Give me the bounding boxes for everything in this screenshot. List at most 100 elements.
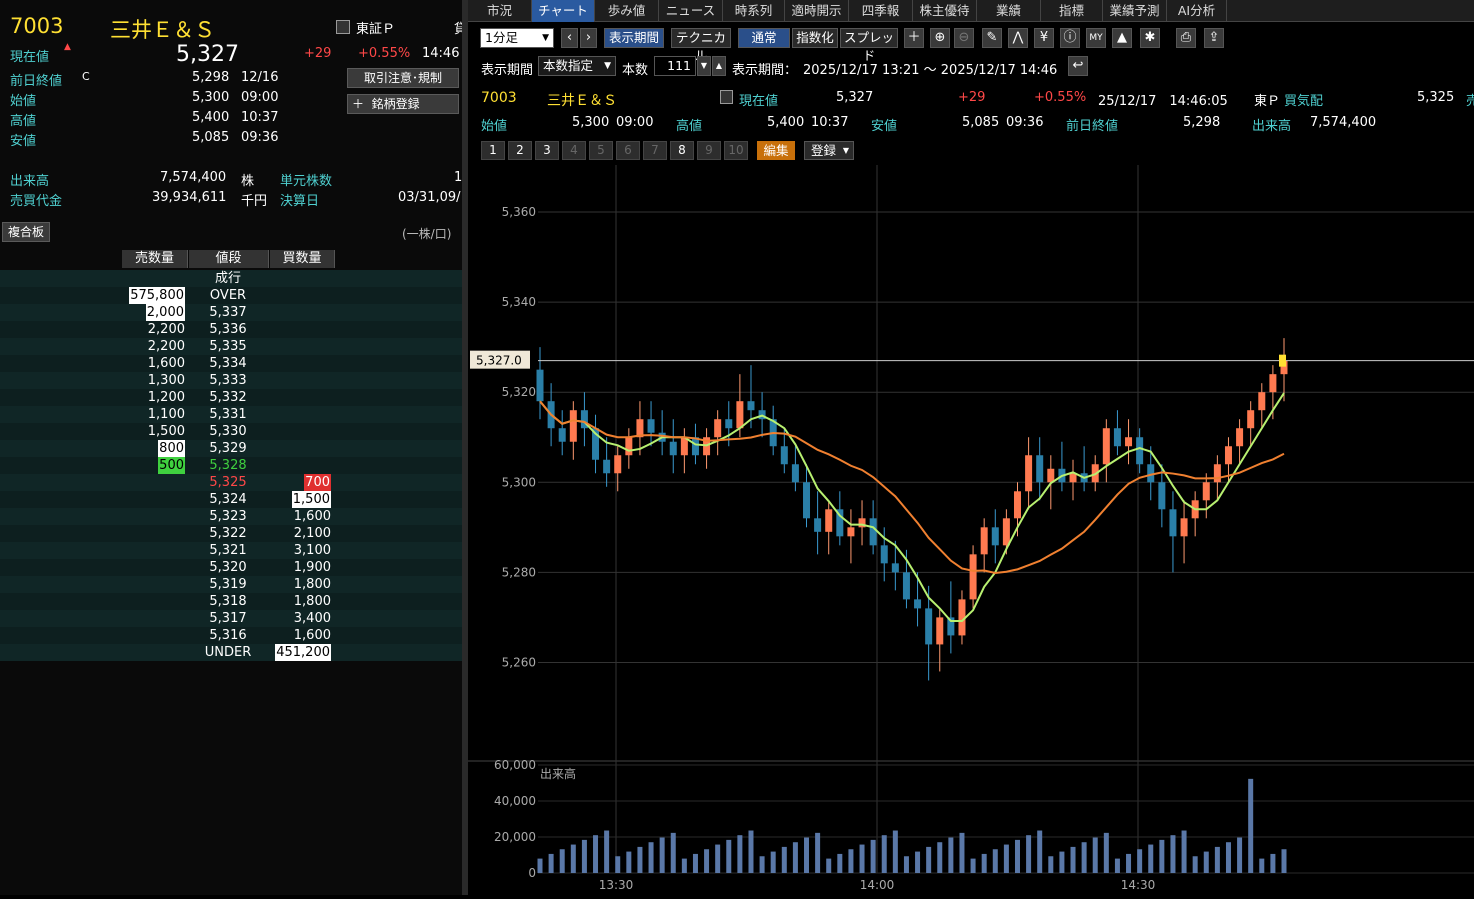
book-row[interactable]: 500 5,328	[0, 457, 462, 474]
prev-arrow-icon[interactable]: ‹	[561, 28, 578, 48]
volume-bar	[1181, 830, 1187, 873]
panel-divider[interactable]	[462, 0, 468, 895]
mode-select[interactable]: 本数指定 ▼	[538, 56, 616, 76]
book-row[interactable]: 1,100 5,331	[0, 406, 462, 423]
quote-low-time: 09:36	[1006, 115, 1044, 130]
buy-qty: 3,100	[293, 543, 331, 558]
edit-button[interactable]: 編集	[757, 141, 795, 160]
book-row[interactable]: 5,317 3,400	[0, 610, 462, 627]
tab-4[interactable]: ニュース	[659, 0, 723, 22]
pencil-icon[interactable]: ✎	[982, 28, 1002, 48]
open-time: 09:00	[241, 90, 279, 105]
tab-7[interactable]: 四季報	[849, 0, 913, 22]
order-book-button[interactable]: 複合板	[2, 222, 50, 242]
normal-mode-button[interactable]: 通常	[738, 28, 790, 48]
volume-bar	[1203, 851, 1209, 873]
tab-12[interactable]: AI分析	[1167, 0, 1227, 22]
trade-notice-button[interactable]: 取引注意･規制	[347, 68, 459, 88]
area-chart-icon[interactable]: ▲	[1112, 28, 1132, 48]
page-button-9[interactable]: 9	[697, 141, 721, 160]
display-period-button[interactable]: 表示期間	[604, 28, 664, 48]
tab-6[interactable]: 適時開示	[785, 0, 849, 22]
next-arrow-icon[interactable]: ›	[580, 28, 597, 48]
book-row[interactable]: 5,323 1,600	[0, 508, 462, 525]
tab-10[interactable]: 指標	[1041, 0, 1103, 22]
tab-5[interactable]: 時系列	[723, 0, 785, 22]
sell-qty: 1,200	[147, 390, 185, 405]
my-icon[interactable]: MY	[1086, 28, 1106, 48]
register-chart-button[interactable]: 登録 ▼	[804, 141, 854, 160]
book-row[interactable]: 575,800 OVER	[0, 287, 462, 304]
chart-area[interactable]: 5,360 5,340 5,320 5,300 5,280 5,260 13:30 14:00…	[468, 165, 1474, 895]
print-icon[interactable]: ⎙	[1176, 28, 1196, 48]
book-row[interactable]: 1,200 5,332	[0, 389, 462, 406]
book-row[interactable]: 1,600 5,334	[0, 355, 462, 372]
price-time: 14:46	[422, 46, 460, 61]
count-up-icon[interactable]: ▲	[712, 56, 726, 76]
book-row[interactable]: 5,316 1,600	[0, 627, 462, 644]
book-row[interactable]: 2,200 5,335	[0, 338, 462, 355]
index-mode-button[interactable]: 指数化	[792, 28, 838, 48]
document-icon[interactable]	[720, 90, 733, 104]
book-row[interactable]: 5,319 1,800	[0, 576, 462, 593]
book-row[interactable]: 5,324 1,500	[0, 491, 462, 508]
volume-bar	[548, 853, 554, 873]
page-button-5[interactable]: 5	[589, 141, 613, 160]
chevron-down-icon: ▼	[542, 33, 549, 43]
tab-3[interactable]: 歩み値	[595, 0, 659, 22]
page-button-7[interactable]: 7	[643, 141, 667, 160]
trend-icon[interactable]: ⋀	[1008, 28, 1028, 48]
book-row[interactable]: 5,320 1,900	[0, 559, 462, 576]
volume-tick-label: 60,000	[494, 758, 536, 772]
volume-bar	[1014, 839, 1020, 873]
book-row[interactable]: 5,318 1,800	[0, 593, 462, 610]
wrench-icon[interactable]: ✱	[1140, 28, 1160, 48]
book-row[interactable]: 1,300 5,333	[0, 372, 462, 389]
book-row[interactable]: 5,325 700	[0, 474, 462, 491]
book-row[interactable]: UNDER 451,200	[0, 644, 462, 661]
book-row[interactable]: 成行	[0, 270, 462, 287]
book-row[interactable]: 800 5,329	[0, 440, 462, 457]
page-button-2[interactable]: 2	[508, 141, 532, 160]
tab-1[interactable]: 市況	[468, 0, 532, 22]
book-row[interactable]: 5,321 3,100	[0, 542, 462, 559]
technical-button[interactable]: テクニカル	[671, 28, 731, 63]
price-chart[interactable]: 5,360 5,340 5,320 5,300 5,280 5,260 13:30 14:00…	[468, 165, 1474, 895]
candle-body	[580, 410, 588, 429]
tab-2[interactable]: チャート	[532, 0, 595, 22]
period-select[interactable]: 1分足 ▼	[480, 28, 554, 48]
reset-icon[interactable]: ↩	[1068, 56, 1088, 76]
tab-11[interactable]: 業績予測	[1103, 0, 1167, 22]
price: 5,337	[209, 305, 247, 320]
book-row[interactable]: 5,322 2,100	[0, 525, 462, 542]
book-row[interactable]: 2,200 5,336	[0, 321, 462, 338]
price: 5,330	[209, 424, 247, 439]
spread-mode-button[interactable]: スプレッド	[840, 28, 898, 63]
page-button-10[interactable]: 10	[724, 141, 748, 160]
book-row[interactable]: 2,000 5,337	[0, 304, 462, 321]
register-stock-button[interactable]: ＋ 銘柄登録	[347, 94, 459, 114]
stock-code: 7003	[10, 14, 64, 38]
page-button-3[interactable]: 3	[535, 141, 559, 160]
export-icon[interactable]: ⇪	[1204, 28, 1224, 48]
info-icon[interactable]: ⓘ	[1060, 28, 1080, 48]
count-input[interactable]: 111	[654, 56, 696, 76]
crosshair-icon[interactable]: ＋	[904, 28, 924, 48]
zoom-in-icon[interactable]: ⊕	[930, 28, 950, 48]
page-button-4[interactable]: 4	[562, 141, 586, 160]
volume-bar	[770, 851, 776, 873]
document-icon[interactable]	[336, 20, 350, 34]
page-button-6[interactable]: 6	[616, 141, 640, 160]
high-label: 高値	[10, 114, 37, 129]
tab-8[interactable]: 株主優待	[913, 0, 977, 22]
volume-bar	[1026, 835, 1032, 873]
count-down-icon[interactable]: ▼	[697, 56, 711, 76]
book-row[interactable]: 1,500 5,330	[0, 423, 462, 440]
page-button-1[interactable]: 1	[481, 141, 505, 160]
zoom-out-icon[interactable]: ⊖	[954, 28, 974, 48]
price: 5,322	[209, 526, 247, 541]
yen-icon[interactable]: ¥	[1034, 28, 1054, 48]
quote-open: 5,300	[572, 115, 610, 130]
tab-9[interactable]: 業績	[977, 0, 1041, 22]
page-button-8[interactable]: 8	[670, 141, 694, 160]
